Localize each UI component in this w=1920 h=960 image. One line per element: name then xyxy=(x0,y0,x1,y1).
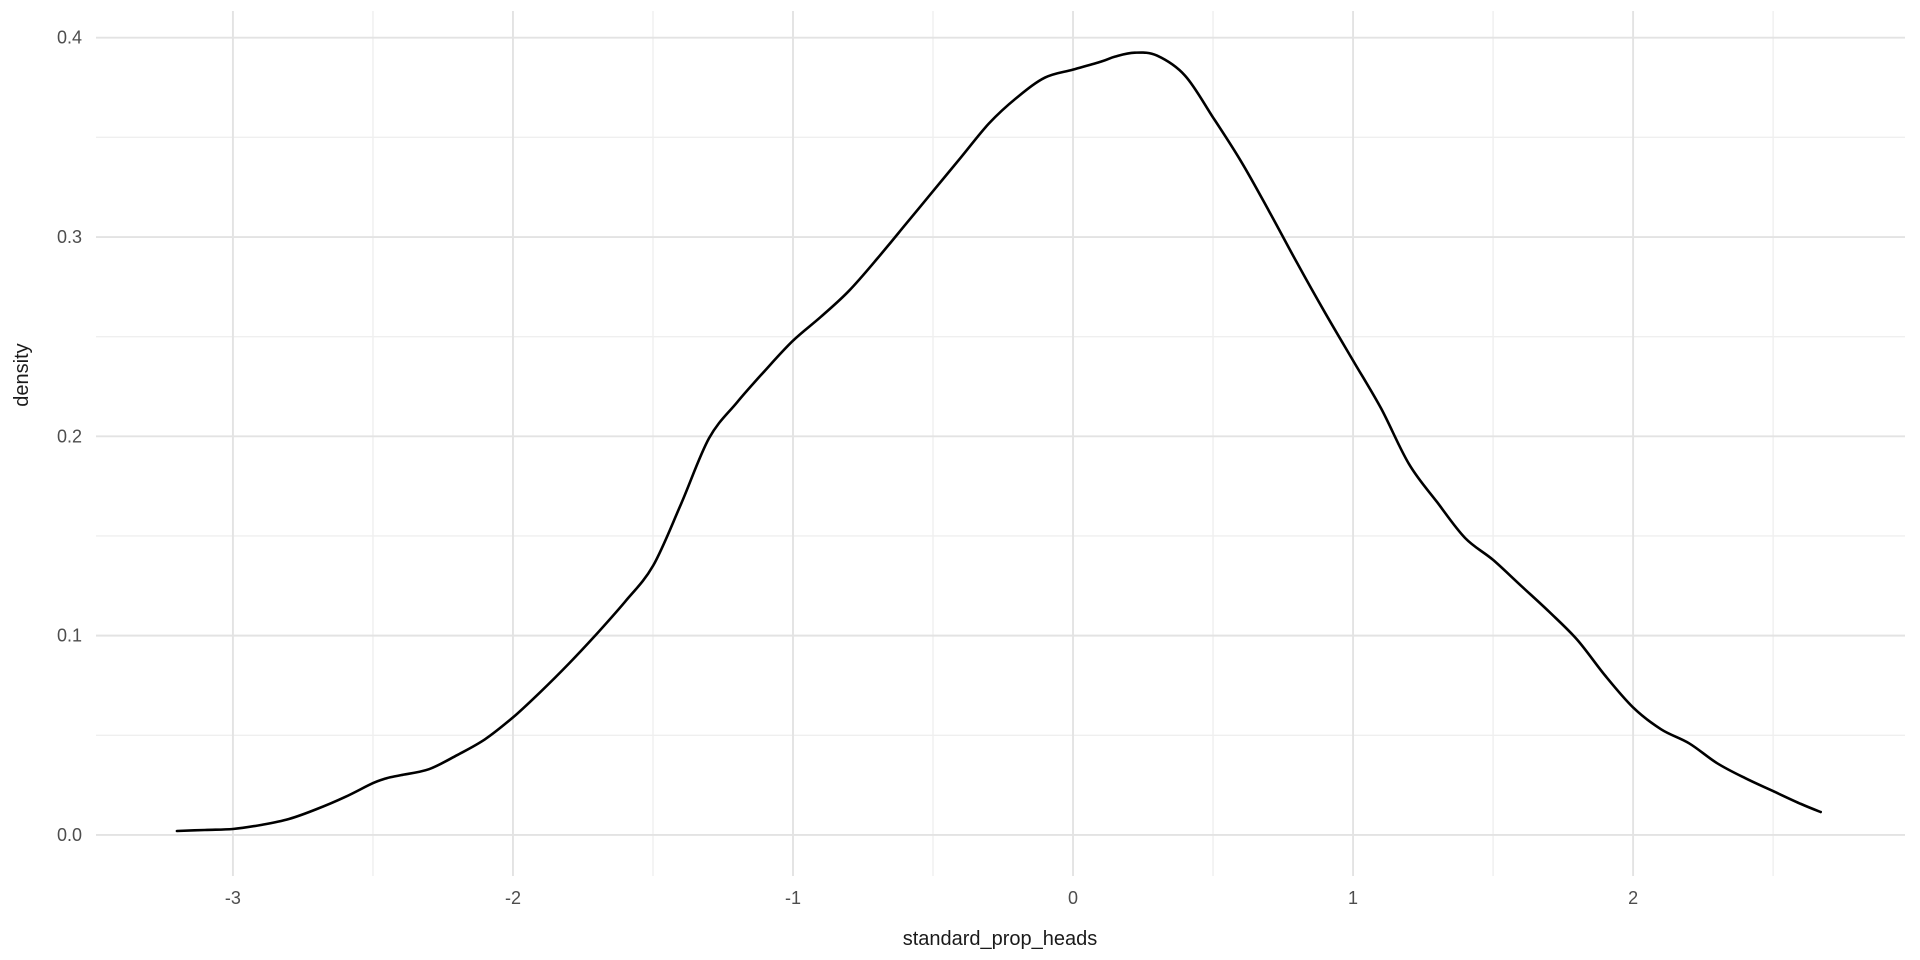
x-tick-label: -1 xyxy=(785,888,801,908)
density-curve xyxy=(175,51,1822,833)
y-tick-label: 0.2 xyxy=(57,426,82,446)
y-tick-label: 0.0 xyxy=(57,825,82,845)
x-tick-label: 0 xyxy=(1068,888,1078,908)
y-axis-tick-labels: 0.0 0.1 0.2 0.3 0.4 xyxy=(57,28,82,845)
x-axis-tick-labels: -3 -2 -1 0 1 2 xyxy=(225,888,1638,908)
x-tick-label: 2 xyxy=(1628,888,1638,908)
x-tick-label: 1 xyxy=(1348,888,1358,908)
grid-minor-lines xyxy=(96,11,1905,876)
x-tick-label: -2 xyxy=(505,888,521,908)
y-tick-label: 0.3 xyxy=(57,227,82,247)
y-axis-title: density xyxy=(11,343,33,406)
y-tick-label: 0.4 xyxy=(57,28,82,48)
grid-major-lines xyxy=(96,11,1905,876)
x-tick-label: -3 xyxy=(225,888,241,908)
y-tick-label: 0.1 xyxy=(57,626,82,646)
x-axis-title: standard_prop_heads xyxy=(903,928,1098,950)
